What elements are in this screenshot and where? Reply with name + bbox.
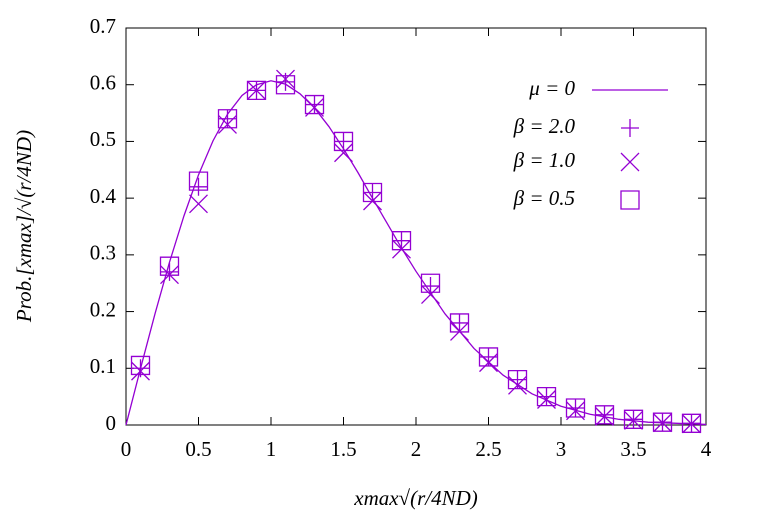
point: [159, 256, 180, 276]
point: [537, 387, 556, 406]
legend-marker: [620, 152, 640, 172]
point: [218, 114, 237, 134]
y-tick-label: 0.5: [90, 127, 116, 151]
point: [624, 411, 643, 430]
legend-marker: [620, 190, 640, 210]
point: [566, 398, 585, 417]
point: [595, 405, 614, 424]
y-tick-label: 0.2: [90, 297, 116, 321]
point: [246, 80, 267, 101]
point: [624, 410, 643, 429]
point: [623, 409, 644, 429]
point: [362, 182, 383, 203]
legend-label: μ = 0: [528, 76, 575, 100]
x-tick-label: 3: [556, 437, 567, 461]
point: [392, 231, 411, 250]
x-tick-label: 3.5: [620, 437, 646, 461]
point: [160, 262, 179, 281]
x-tick-label: 4: [701, 437, 712, 461]
point: [681, 413, 702, 433]
point: [653, 413, 672, 433]
point: [421, 285, 440, 305]
x-tick-label: 2.5: [475, 437, 501, 461]
plot-frame: [125, 27, 707, 426]
point: [275, 75, 296, 95]
legend-marker: [621, 119, 639, 137]
point: [334, 143, 353, 163]
line: [125, 80, 707, 426]
x-tick-label: 0: [121, 437, 132, 461]
point: [507, 369, 528, 390]
legend-label: β = 0.5: [513, 186, 575, 210]
x-tick-label: 2: [411, 437, 422, 461]
y-tick-label: 0.6: [90, 71, 116, 95]
y-tick-label: 0.3: [90, 241, 116, 265]
point: [188, 171, 209, 191]
y-tick-label: 0.1: [90, 354, 116, 378]
point: [682, 414, 701, 434]
point: [334, 132, 353, 151]
point: [420, 273, 441, 293]
point: [333, 131, 354, 152]
point: [304, 94, 325, 115]
point: [594, 405, 615, 425]
point: [247, 80, 266, 100]
point: [276, 69, 295, 89]
point: [450, 313, 469, 332]
point: [652, 412, 673, 432]
legend-label: β = 1.0: [513, 148, 576, 172]
point: [565, 398, 586, 418]
point: [217, 109, 238, 129]
point: [131, 361, 150, 381]
y-tick-label: 0.7: [90, 14, 116, 38]
x-tick-label: 0.5: [185, 437, 211, 461]
point: [595, 407, 614, 426]
point: [130, 355, 151, 376]
x-tick-label: 1.5: [330, 437, 356, 461]
y-axis-label: Prob.[xmax]/√(r/4ND): [12, 130, 36, 323]
point: [391, 231, 412, 251]
point: [478, 347, 499, 367]
x-tick-label: 1: [266, 437, 277, 461]
x-axis-label: xmax√(r/4ND): [353, 486, 478, 510]
point: [508, 375, 527, 395]
point: [189, 194, 208, 214]
legend-label: β = 2.0: [513, 114, 576, 138]
point: [536, 386, 557, 407]
y-tick-label: 0: [106, 411, 117, 435]
point: [449, 313, 470, 333]
point: [363, 183, 382, 202]
point: [479, 353, 498, 373]
y-tick-label: 0.4: [90, 184, 117, 208]
point: [305, 95, 324, 114]
point: [189, 177, 208, 196]
